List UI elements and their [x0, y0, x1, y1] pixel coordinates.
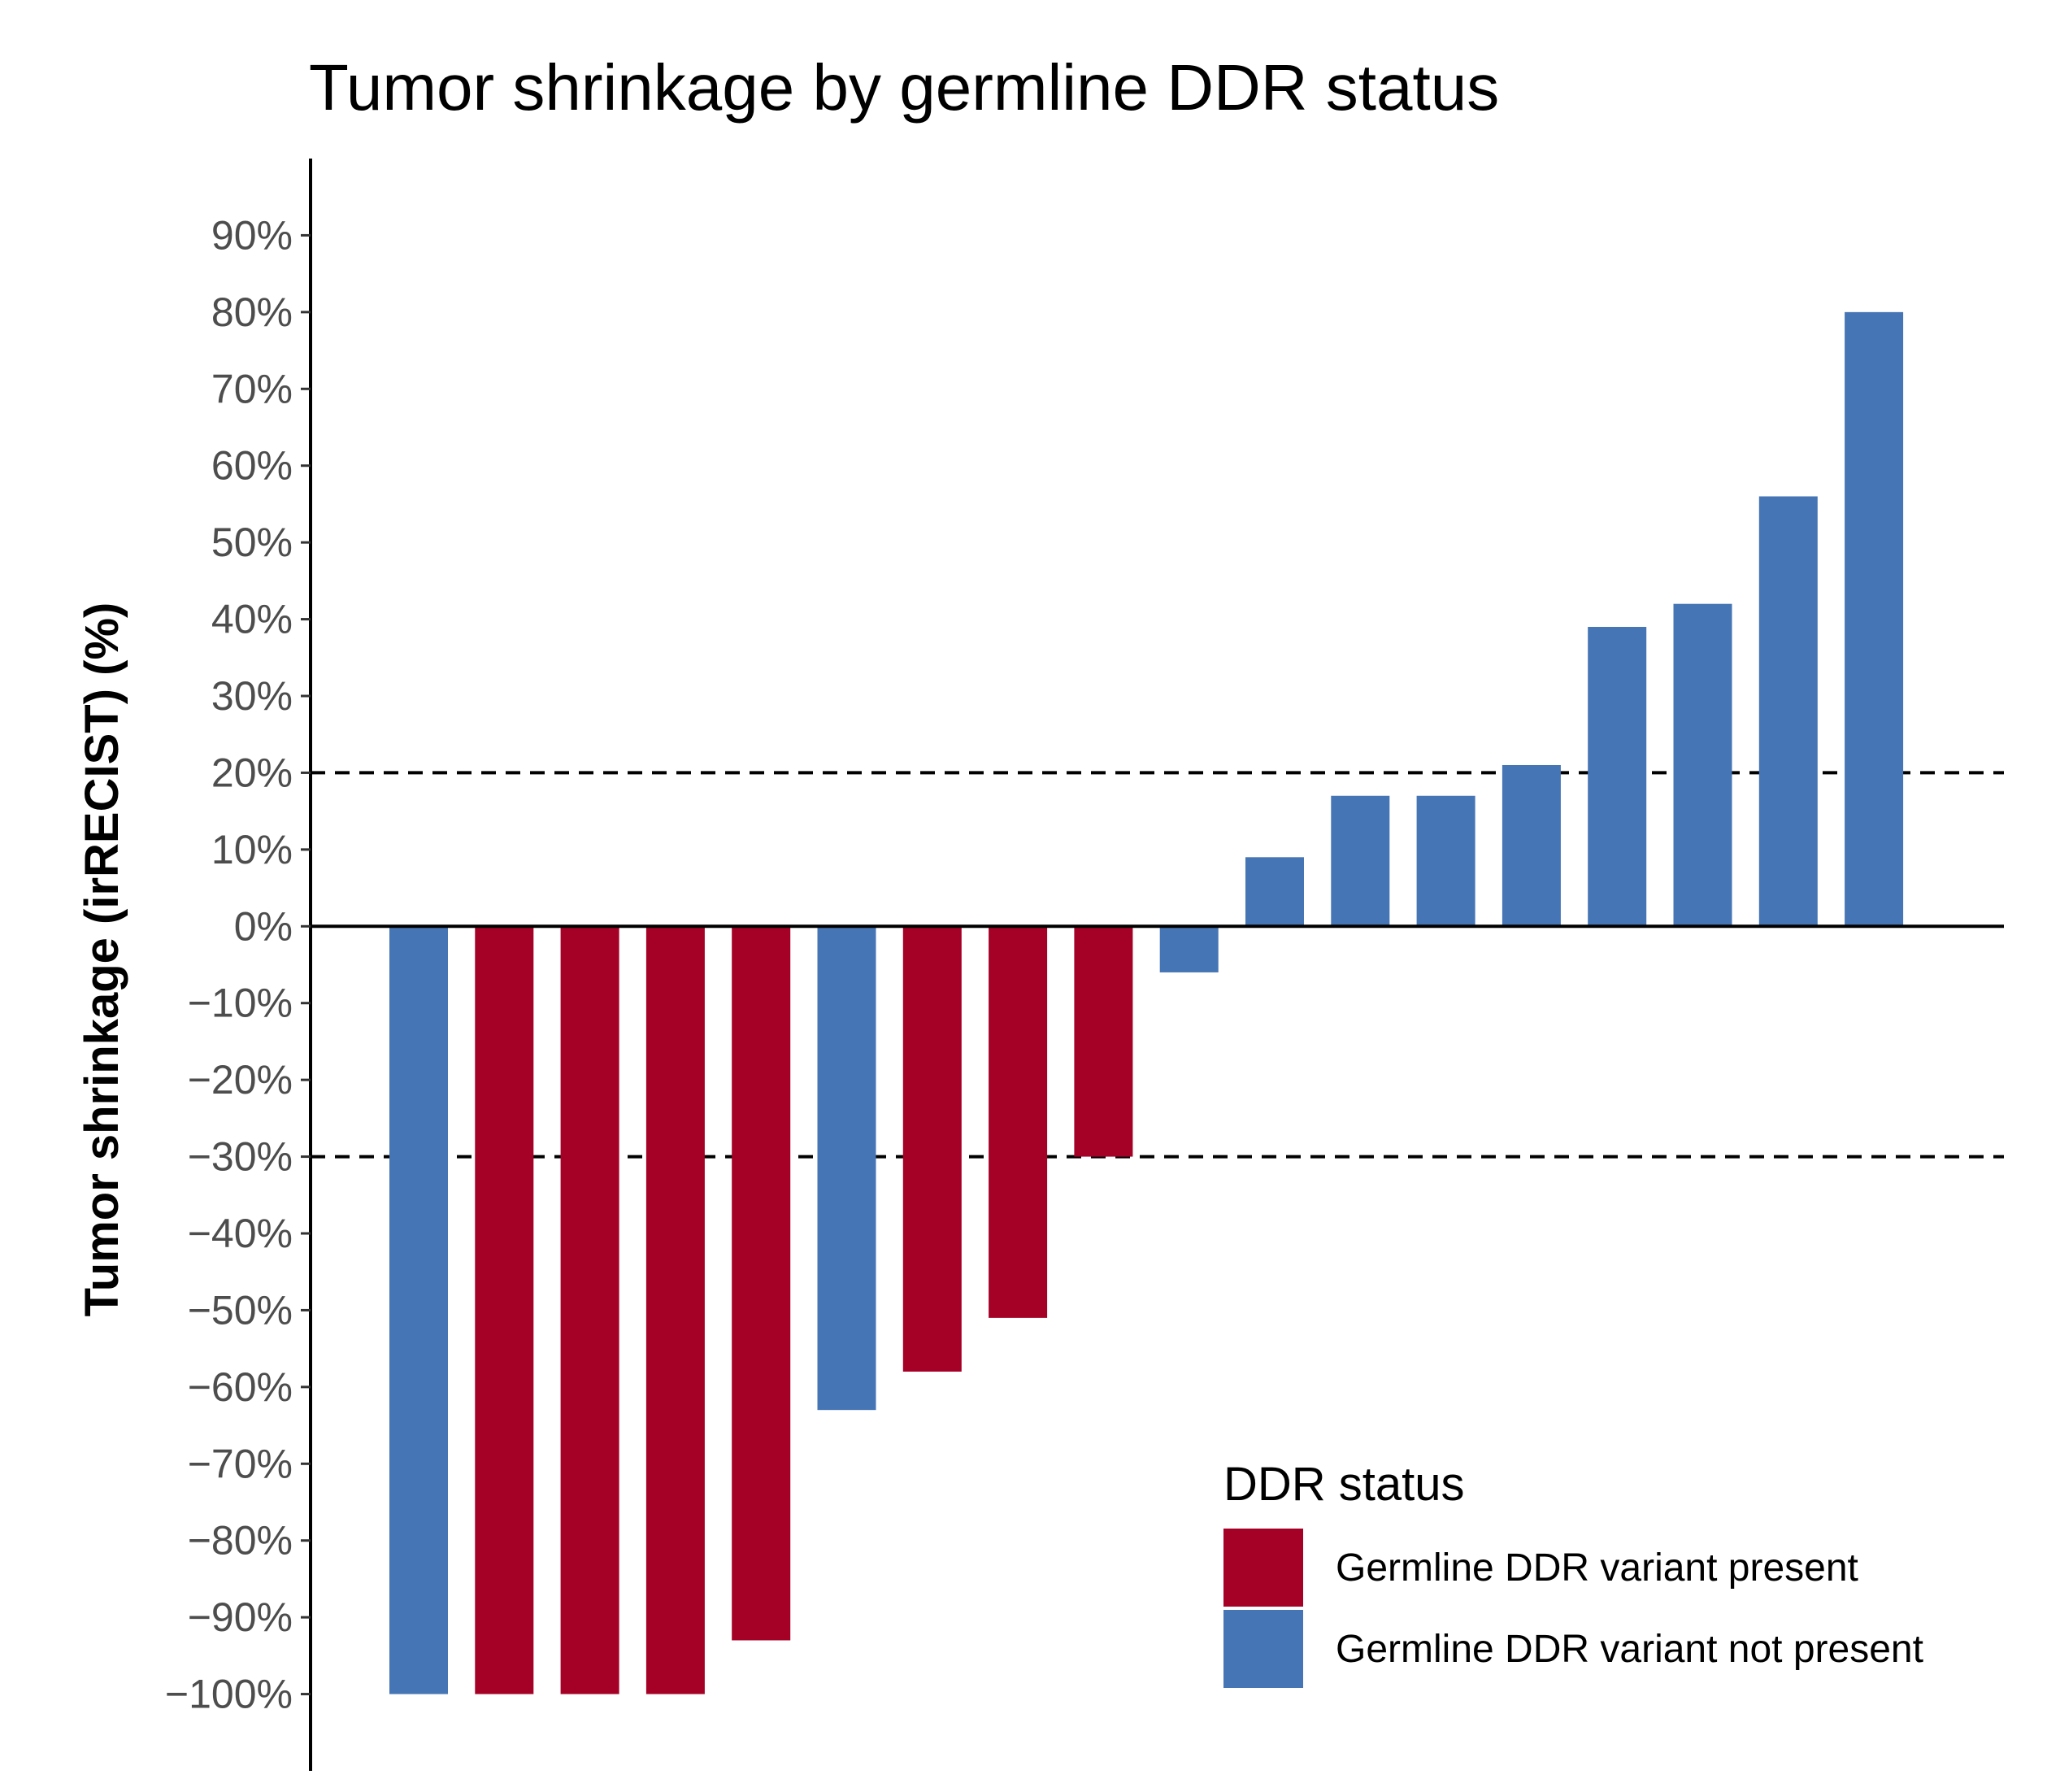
bar-7: [902, 926, 962, 1372]
bar-8: [989, 926, 1048, 1318]
y-tick-label: 10%: [211, 827, 293, 872]
bar-3: [560, 926, 619, 1694]
bar-16: [1673, 603, 1732, 927]
y-tick-label: 80%: [211, 289, 293, 335]
y-tick-label: 20%: [211, 750, 293, 795]
y-tick-label: 0%: [234, 903, 293, 949]
bar-4: [645, 926, 705, 1694]
bar-5: [732, 926, 791, 1641]
bar-9: [1074, 926, 1133, 1157]
y-tick-label: −70%: [188, 1441, 293, 1486]
bar-10: [1159, 926, 1219, 972]
y-tick-label: 60%: [211, 443, 293, 489]
legend: DDR status Germline DDR variant presentG…: [1223, 1458, 1923, 1688]
y-axis-ticks: 90% 80% 70% 60% 50% 40% 30% 20% 10% 0% −10% −20% −30…: [165, 212, 311, 1717]
legend-title: DDR status: [1223, 1458, 1465, 1511]
bar-18: [1845, 311, 1904, 927]
y-tick-label: −10%: [188, 981, 293, 1026]
bar-14: [1502, 764, 1561, 927]
legend-label-present: Germline DDR variant present: [1336, 1546, 1858, 1590]
y-axis-label: Tumor shrinkage (irRECIST) (%): [76, 602, 128, 1317]
y-tick-label: 30%: [211, 673, 293, 719]
bar-6: [817, 926, 876, 1411]
bar-17: [1758, 496, 1818, 927]
y-tick-label: 90%: [211, 212, 293, 258]
y-tick-label: −50%: [188, 1287, 293, 1333]
y-tick-label: 50%: [211, 520, 293, 565]
bar-1: [389, 926, 448, 1694]
bar-11: [1245, 857, 1304, 927]
bars-group: [389, 311, 1904, 1694]
y-tick-label: −80%: [188, 1518, 293, 1564]
legend-label-not-present: Germline DDR variant not present: [1336, 1628, 1923, 1671]
y-tick-label: −100%: [165, 1672, 293, 1717]
bar-15: [1588, 627, 1647, 927]
legend-swatch-not-present: [1223, 1610, 1303, 1688]
y-tick-label: 70%: [211, 366, 293, 411]
chart-title: Tumor shrinkage by germline DDR status: [309, 51, 1499, 124]
y-tick-label: −40%: [188, 1211, 293, 1256]
bar-13: [1416, 795, 1475, 927]
y-tick-label: −60%: [188, 1364, 293, 1410]
legend-swatch-present: [1223, 1529, 1303, 1607]
bar-2: [475, 926, 534, 1694]
y-tick-label: −20%: [188, 1057, 293, 1103]
y-tick-label: −30%: [188, 1134, 293, 1180]
y-tick-label: 40%: [211, 597, 293, 642]
y-tick-label: −90%: [188, 1594, 293, 1640]
bar-12: [1331, 795, 1390, 927]
legend-entries: Germline DDR variant present Germline DDR…: [1223, 1529, 1923, 1688]
